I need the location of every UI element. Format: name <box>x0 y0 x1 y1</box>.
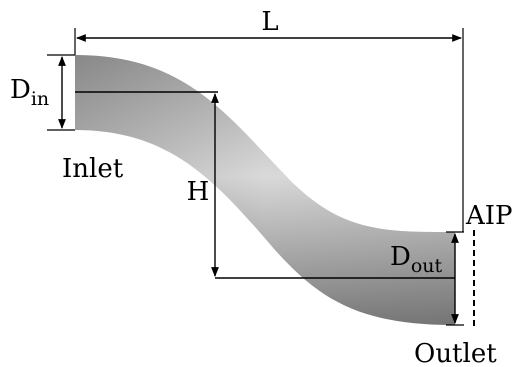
height-label: H <box>187 177 210 207</box>
inlet-diameter-label-sub: in <box>31 88 49 110</box>
aip-label: AIP <box>465 201 513 231</box>
outlet-diameter-label-main: D <box>390 242 411 272</box>
inlet-diameter-label-main: D <box>10 75 31 105</box>
outlet-diameter-label-sub: out <box>411 255 443 277</box>
inlet-label: Inlet <box>62 154 124 184</box>
outlet-diameter-label: Dout <box>390 242 443 277</box>
length-label: L <box>261 7 278 37</box>
outlet-label: Outlet <box>414 339 497 367</box>
inlet-diameter-label: Din <box>10 75 49 110</box>
s-duct-shading <box>75 55 455 325</box>
